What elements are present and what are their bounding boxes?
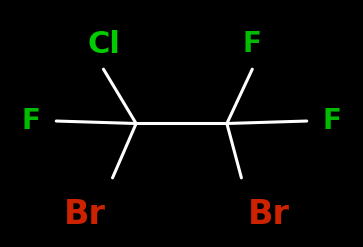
Text: Cl: Cl xyxy=(87,30,120,59)
Text: F: F xyxy=(21,107,40,135)
Text: F: F xyxy=(243,30,262,59)
Text: F: F xyxy=(323,107,342,135)
Text: Br: Br xyxy=(64,198,106,231)
Text: Br: Br xyxy=(248,198,290,231)
